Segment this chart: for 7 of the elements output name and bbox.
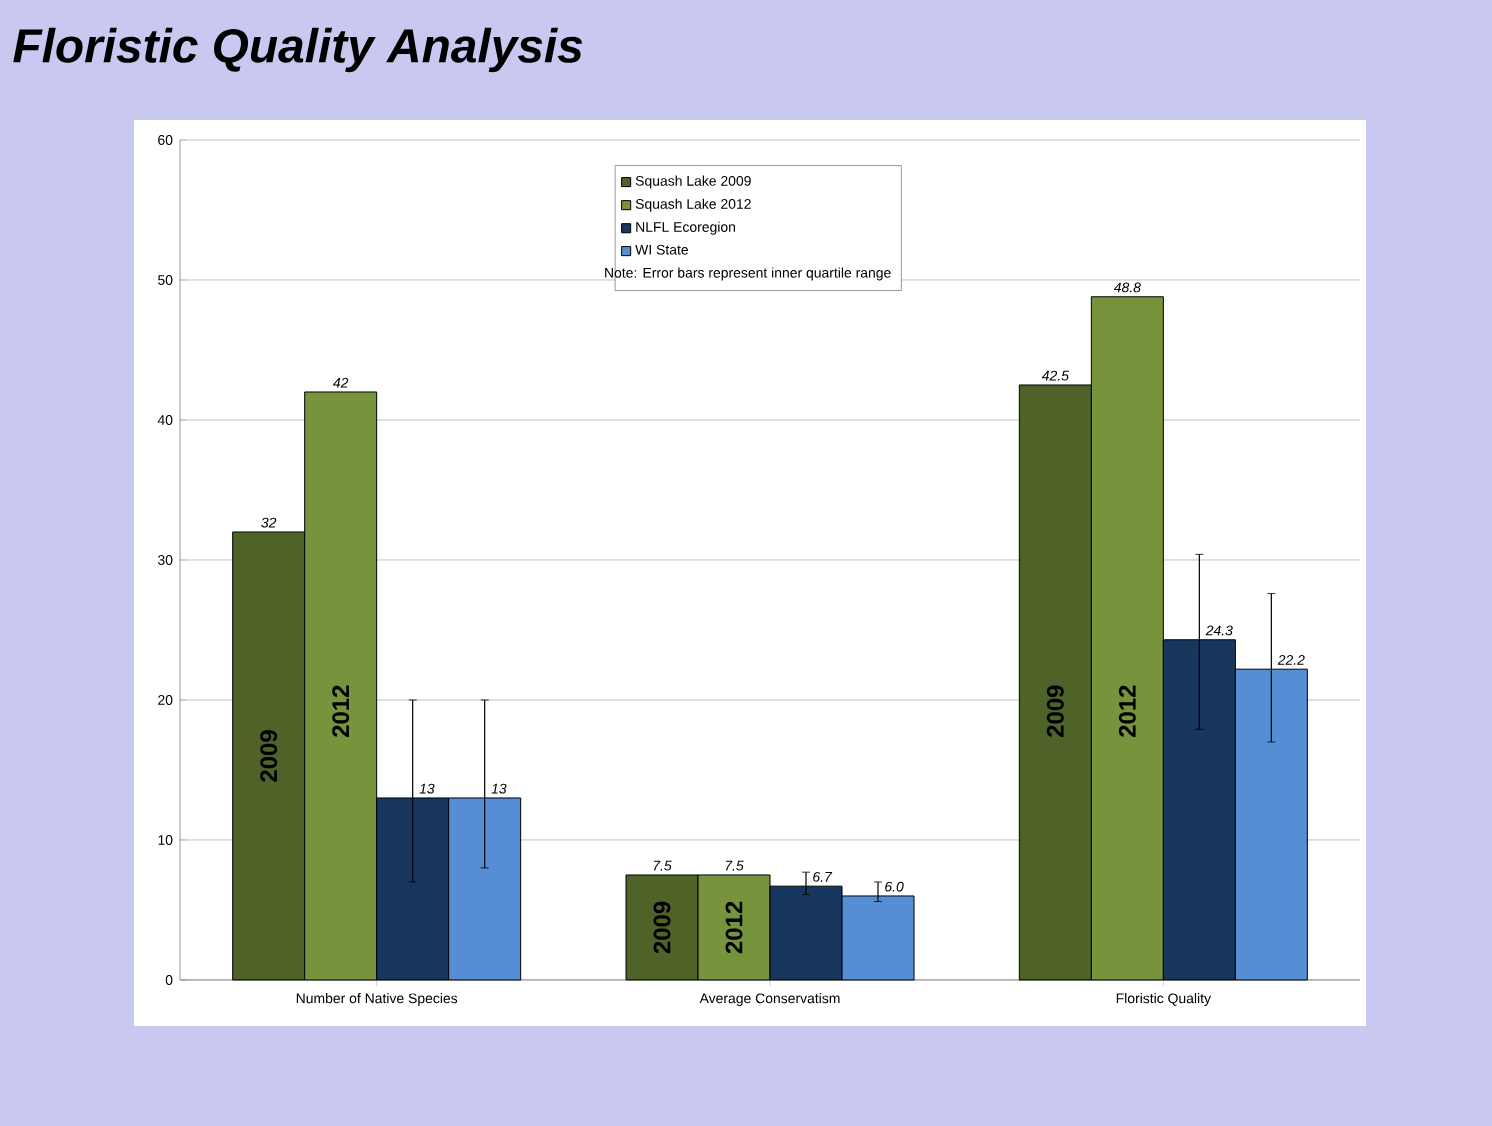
annotation: 2009 [260, 730, 278, 782]
annotation: 2009 [653, 901, 671, 954]
annotation: 2012 [332, 685, 350, 737]
annotation: 2012 [725, 901, 743, 954]
annotation: 2012 [1118, 685, 1136, 737]
annotation: 2009 [1046, 685, 1064, 737]
chart-title: Floristic Quality Analysis [13, 27, 583, 73]
